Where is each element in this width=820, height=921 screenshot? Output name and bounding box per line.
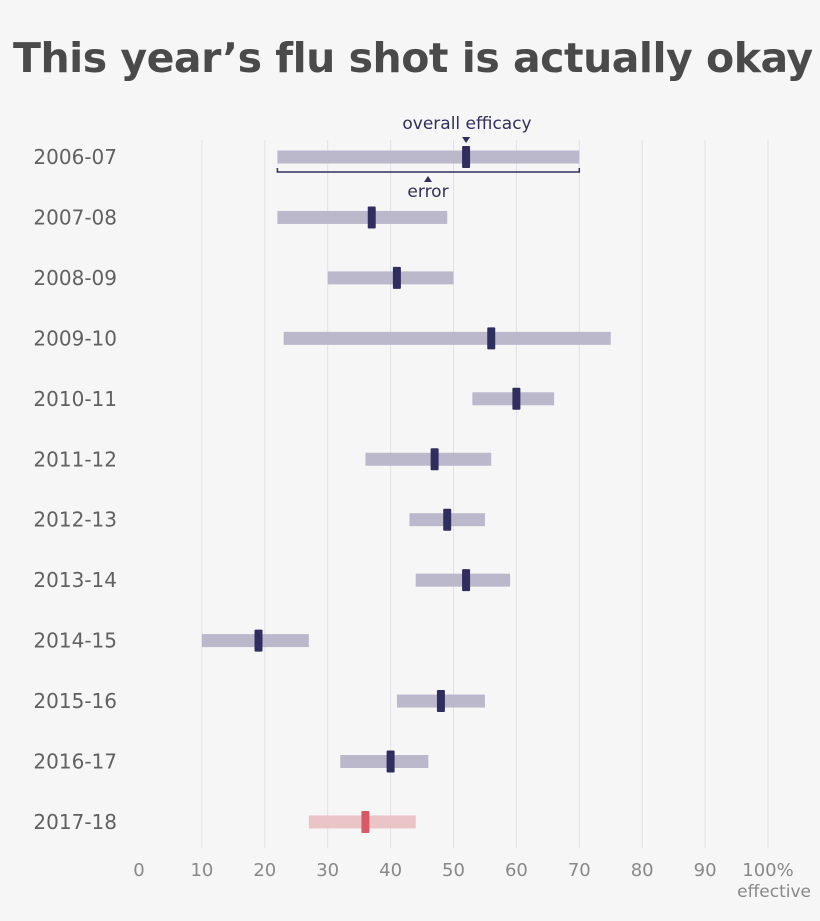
season-label: 2010-11 — [33, 387, 117, 411]
x-tick-label: 100% — [742, 860, 793, 881]
season-label: 2008-09 — [33, 266, 117, 290]
gridlines — [201, 140, 769, 848]
error-range-2007-08 — [277, 210, 448, 224]
x-axis-ticks: 0 10 20 30 40 50 60 70 80 90 100% — [133, 860, 793, 881]
error-range-2011-12 — [365, 452, 492, 466]
efficacy-marker-2008-09 — [392, 266, 401, 289]
error-range-2016-17 — [340, 755, 429, 768]
error-range-2009-10 — [283, 331, 611, 345]
efficacy-marker-2011-12 — [430, 448, 439, 471]
efficacy-marker-2013-14 — [462, 569, 471, 592]
efficacy-marker-2007-08 — [367, 206, 376, 229]
chart-title: This year’s flu shot is actually okay — [13, 34, 813, 82]
efficacy-marker-2010-11 — [512, 387, 521, 410]
efficacy-marker-2009-10 — [487, 327, 496, 350]
error-range-2008-09 — [327, 271, 454, 285]
season-label: 2013-14 — [33, 568, 117, 592]
season-label: 2012-13 — [33, 508, 117, 532]
efficacy-pointer-icon — [462, 137, 471, 143]
x-tick-label: 10 — [190, 860, 213, 881]
efficacy-marker-2014-15 — [254, 629, 263, 652]
error-pointer-icon — [424, 176, 432, 182]
season-label: 2007-08 — [33, 205, 117, 229]
x-axis-label: effective — [737, 882, 811, 902]
error-ranges — [201, 150, 611, 829]
season-label: 2011-12 — [33, 447, 117, 471]
x-tick-label: 20 — [253, 860, 276, 881]
efficacy-marker-2012-13 — [443, 508, 452, 531]
season-label: 2015-16 — [33, 689, 117, 713]
x-tick-label: 40 — [379, 860, 402, 881]
efficacy-marker-2015-16 — [436, 690, 445, 713]
x-tick-label: 50 — [442, 860, 465, 881]
efficacy-marker-2006-07 — [462, 146, 471, 168]
season-label: 2014-15 — [33, 629, 117, 653]
error-range-2006-07 — [277, 150, 580, 164]
season-label: 2006-07 — [33, 145, 117, 169]
x-tick-label: 70 — [568, 860, 591, 881]
season-label: 2017-18 — [33, 810, 117, 834]
x-tick-label: 30 — [316, 860, 339, 881]
error-annotation: error — [407, 182, 448, 202]
overall-efficacy-annotation: overall efficacy — [402, 114, 531, 134]
season-labels: 2006-07 2007-08 2008-09 2009-10 2010-11 2011-… — [33, 145, 117, 834]
x-tick-label: 80 — [631, 860, 654, 881]
efficacy-markers — [254, 146, 521, 833]
x-tick-label: 90 — [694, 860, 717, 881]
efficacy-marker-2016-17 — [386, 750, 395, 773]
season-label: 2016-17 — [33, 750, 117, 774]
legend-annotations: overall efficacy error — [276, 114, 581, 202]
x-tick-label: 0 — [133, 860, 144, 881]
season-label: 2009-10 — [33, 326, 117, 350]
x-tick-label: 60 — [505, 860, 528, 881]
error-bracket — [276, 168, 581, 173]
efficacy-marker-2017-18 — [361, 810, 370, 833]
